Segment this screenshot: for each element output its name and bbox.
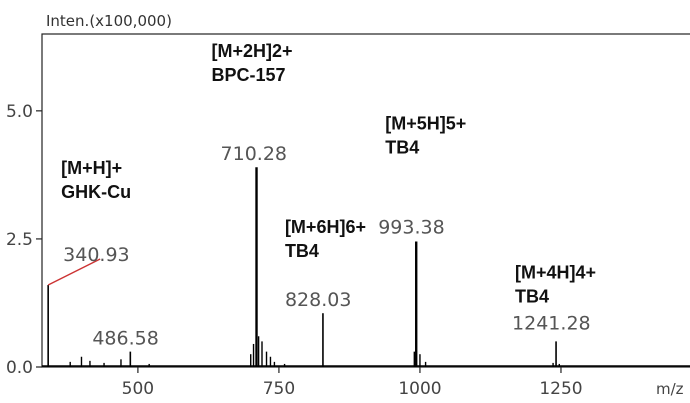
x-tick-label: 1000 (398, 379, 441, 399)
x-axis-title: m/z (656, 380, 684, 398)
y-tick-label: 0.0 (6, 358, 33, 378)
peak-ion-annotation: [M+H]+ (61, 158, 122, 178)
peak-ion-annotation: [M+2H]2+ (212, 41, 293, 61)
peak-compound-annotation: GHK-Cu (61, 182, 131, 202)
y-axis-title: Inten.(x100,000) (46, 12, 172, 30)
peak-value-label: 828.03 (285, 289, 351, 311)
peak-ion-annotation: [M+6H]6+ (285, 217, 366, 237)
x-tick-label: 750 (263, 379, 295, 399)
peak-compound-annotation: TB4 (285, 241, 319, 261)
peak-value-label: 1241.28 (512, 312, 591, 334)
peak-compound-annotation: TB4 (385, 137, 419, 157)
y-tick-label: 2.5 (6, 230, 33, 250)
peak-value-label: 486.58 (92, 328, 158, 350)
peak-leader-line (47, 258, 101, 286)
y-tick-label: 5.0 (6, 102, 33, 122)
x-tick-label: 500 (122, 379, 154, 399)
peak-compound-annotation: TB4 (515, 286, 549, 306)
peak-compound-annotation: BPC-157 (212, 65, 286, 85)
x-tick-label: 1250 (539, 379, 582, 399)
peak-value-label: 993.38 (378, 216, 444, 238)
peak-ion-annotation: [M+5H]5+ (385, 113, 466, 133)
peak-ion-annotation: [M+4H]4+ (515, 262, 596, 282)
plot-frame (41, 33, 690, 368)
peak-value-label: 340.93 (63, 244, 129, 266)
peak-value-label: 710.28 (221, 143, 287, 165)
